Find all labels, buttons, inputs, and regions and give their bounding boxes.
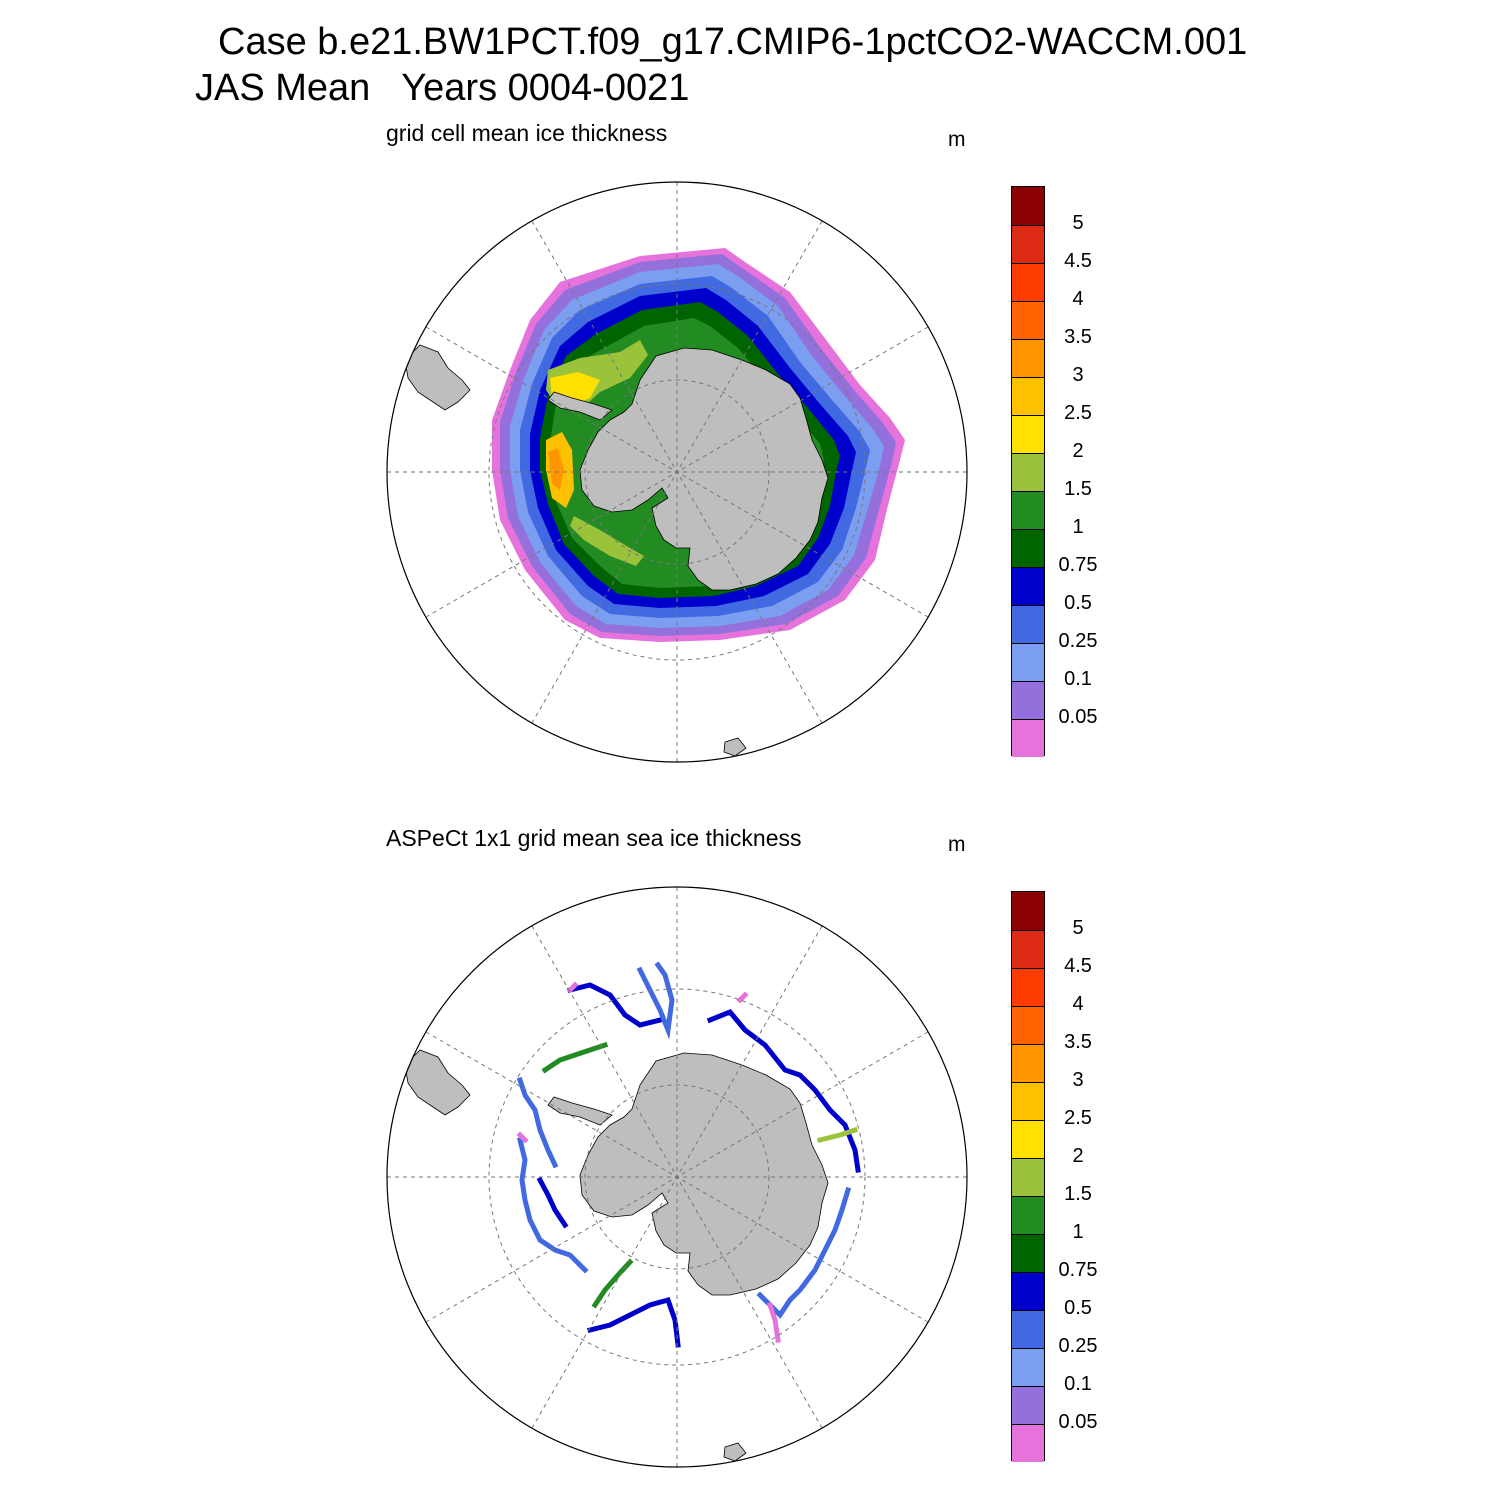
- colorbar-label: 4.5: [1064, 955, 1092, 977]
- ice-thick-patch-3.5: [548, 448, 564, 490]
- track-7: [536, 1176, 569, 1229]
- colorbar-swatch: [1012, 892, 1044, 930]
- track-4: [541, 1041, 609, 1074]
- panel-2-colorbar: [1011, 891, 1045, 1462]
- panel-2-title: ASPeCt 1x1 grid mean sea ice thickness: [386, 825, 802, 851]
- track-10: [756, 1186, 852, 1319]
- colorbar-label: 0.25: [1058, 630, 1098, 652]
- colorbar-label: 0.1: [1064, 1373, 1092, 1395]
- colorbar-swatch: [1012, 263, 1044, 301]
- colorbar-swatch: [1012, 415, 1044, 453]
- graticule: [387, 182, 967, 762]
- colorbar-swatch: [1012, 529, 1044, 567]
- colorbar-swatch: [1012, 930, 1044, 968]
- colorbar-swatch: [1012, 377, 1044, 415]
- colorbar-swatch: [1012, 567, 1044, 605]
- colorbar-swatch: [1012, 968, 1044, 1006]
- colorbar-swatch: [1012, 1082, 1044, 1120]
- antarctic-peninsula: [547, 1096, 613, 1126]
- small-island-1: [723, 1442, 747, 1462]
- colorbar-label: 0.5: [1064, 1297, 1092, 1319]
- colorbar-label: 0.05: [1058, 706, 1098, 728]
- small-island-1: [723, 737, 747, 757]
- colorbar-label: 5: [1072, 917, 1084, 939]
- colorbar-label: 3: [1072, 364, 1084, 386]
- colorbar-swatch: [1012, 301, 1044, 339]
- colorbar-swatch: [1012, 681, 1044, 719]
- track-2: [636, 961, 675, 1040]
- panel-1-title: grid cell mean ice thickness: [386, 120, 668, 146]
- colorbar-label: 0.75: [1058, 1259, 1098, 1281]
- figure-title-case: Case b.e21.BW1PCT.f09_g17.CMIP6-1pctCO2-…: [218, 21, 1248, 63]
- south-america-landmass: [404, 1049, 471, 1116]
- colorbar-swatch: [1012, 643, 1044, 681]
- track-15: [516, 1131, 529, 1144]
- track-6: [516, 1136, 589, 1274]
- colorbar-swatch: [1012, 225, 1044, 263]
- panel-2-unit: m: [948, 833, 966, 856]
- colorbar-label: 0.5: [1064, 592, 1092, 614]
- figure-title-period: JAS Mean Years 0004-0021: [195, 67, 690, 109]
- colorbar-label: 0.25: [1058, 1335, 1098, 1357]
- colorbar-label: 3.5: [1064, 326, 1092, 348]
- colorbar-label: 4.5: [1064, 250, 1092, 272]
- colorbar-label: 0.75: [1058, 554, 1098, 576]
- colorbar-label: 2: [1072, 440, 1084, 462]
- colorbar-label: 4: [1072, 288, 1084, 310]
- colorbar-swatch: [1012, 1044, 1044, 1082]
- colorbar-swatch: [1012, 605, 1044, 643]
- colorbar-swatch: [1012, 491, 1044, 529]
- ice-thick-patch-amundsen: [570, 516, 644, 566]
- colorbar-swatch: [1012, 1424, 1044, 1462]
- track-8: [586, 1296, 681, 1348]
- colorbar-swatch: [1012, 1006, 1044, 1044]
- colorbar-label: 2.5: [1064, 402, 1092, 424]
- antarctic-peninsula: [547, 391, 613, 421]
- colorbar-label: 4: [1072, 993, 1084, 1015]
- track-13: [566, 981, 579, 994]
- panel-1-unit: m: [948, 128, 966, 151]
- graticule: [387, 887, 967, 1467]
- colorbar-label: 5: [1072, 212, 1084, 234]
- colorbar-swatch: [1012, 339, 1044, 377]
- colorbar-label: 0.05: [1058, 1411, 1098, 1433]
- colorbar-label: 1.5: [1064, 1183, 1092, 1205]
- colorbar-label: 1: [1072, 516, 1084, 538]
- colorbar-label: 3: [1072, 1069, 1084, 1091]
- panel-1-map: [387, 182, 967, 762]
- panel-2-map-border: [386, 886, 968, 1468]
- panel-1-map-border: [386, 181, 968, 763]
- colorbar-label: 3.5: [1064, 1031, 1092, 1053]
- colorbar-swatch: [1012, 1386, 1044, 1424]
- track-5: [516, 1076, 559, 1169]
- colorbar-label: 1: [1072, 1221, 1084, 1243]
- panel-2-map: [387, 887, 967, 1467]
- colorbar-swatch: [1012, 1310, 1044, 1348]
- colorbar-swatch: [1012, 719, 1044, 757]
- colorbar-swatch: [1012, 1348, 1044, 1386]
- colorbar-swatch: [1012, 1234, 1044, 1272]
- colorbar-label: 2.5: [1064, 1107, 1092, 1129]
- panel-1-colorbar: [1011, 186, 1045, 757]
- colorbar-label: 1.5: [1064, 478, 1092, 500]
- colorbar-label: 0.1: [1064, 668, 1092, 690]
- ship-tracks: [516, 961, 861, 1348]
- track-1: [566, 982, 664, 1028]
- colorbar-swatch: [1012, 187, 1044, 225]
- colorbar-label: 2: [1072, 1145, 1084, 1167]
- colorbar-swatch: [1012, 1120, 1044, 1158]
- colorbar-swatch: [1012, 1272, 1044, 1310]
- track-12: [766, 1301, 781, 1343]
- colorbar-swatch: [1012, 453, 1044, 491]
- colorbar-swatch: [1012, 1196, 1044, 1234]
- track-11: [816, 1126, 859, 1144]
- south-america-landmass: [404, 344, 471, 411]
- colorbar-swatch: [1012, 1158, 1044, 1196]
- track-14: [736, 991, 749, 1004]
